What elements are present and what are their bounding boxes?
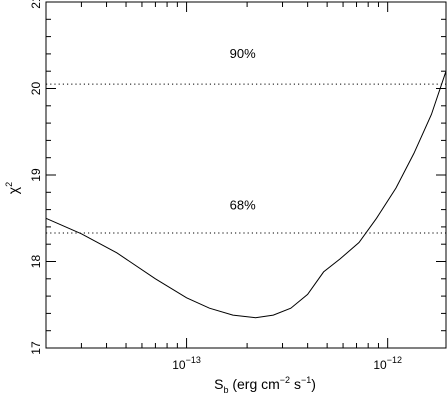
y-label-sup: 2 <box>4 182 14 187</box>
x-tick-label: 10−12 <box>373 355 402 372</box>
x-label-subscript: b <box>223 385 228 395</box>
x-label-mid: s <box>290 376 301 392</box>
confidence-label: 68% <box>230 198 256 213</box>
tick-marks <box>45 1 446 349</box>
series-layer <box>45 71 447 319</box>
chi-square-curve <box>45 71 447 319</box>
reference-lines: 90% 68% <box>46 46 446 234</box>
y-label-symbol: χ <box>5 186 21 194</box>
plot-frame <box>45 1 447 349</box>
x-label-symbol: S <box>214 376 223 392</box>
y-axis-label: χ2 <box>4 182 21 194</box>
x-label-exp2: −1 <box>301 375 311 385</box>
x-label-close: ) <box>311 376 316 392</box>
x-axis-label: Sb (erg cm−2 s−1) <box>214 375 316 395</box>
x-tick-label: 10−13 <box>172 355 201 372</box>
x-label-exp1: −2 <box>280 375 290 385</box>
y-axis-label-group: χ2 <box>4 182 21 194</box>
y-tick-label: 17 <box>29 341 43 355</box>
y-tick-label: 19 <box>29 168 43 182</box>
x-label-open: (erg cm <box>228 376 279 392</box>
y-tick-label: 18 <box>29 255 43 269</box>
tick-labels: 17 18 19 20 21 10−13 10−12 <box>29 0 402 372</box>
y-tick-label: 21 <box>29 0 43 9</box>
y-tick-label: 20 <box>29 82 43 96</box>
confidence-label: 90% <box>230 46 256 61</box>
